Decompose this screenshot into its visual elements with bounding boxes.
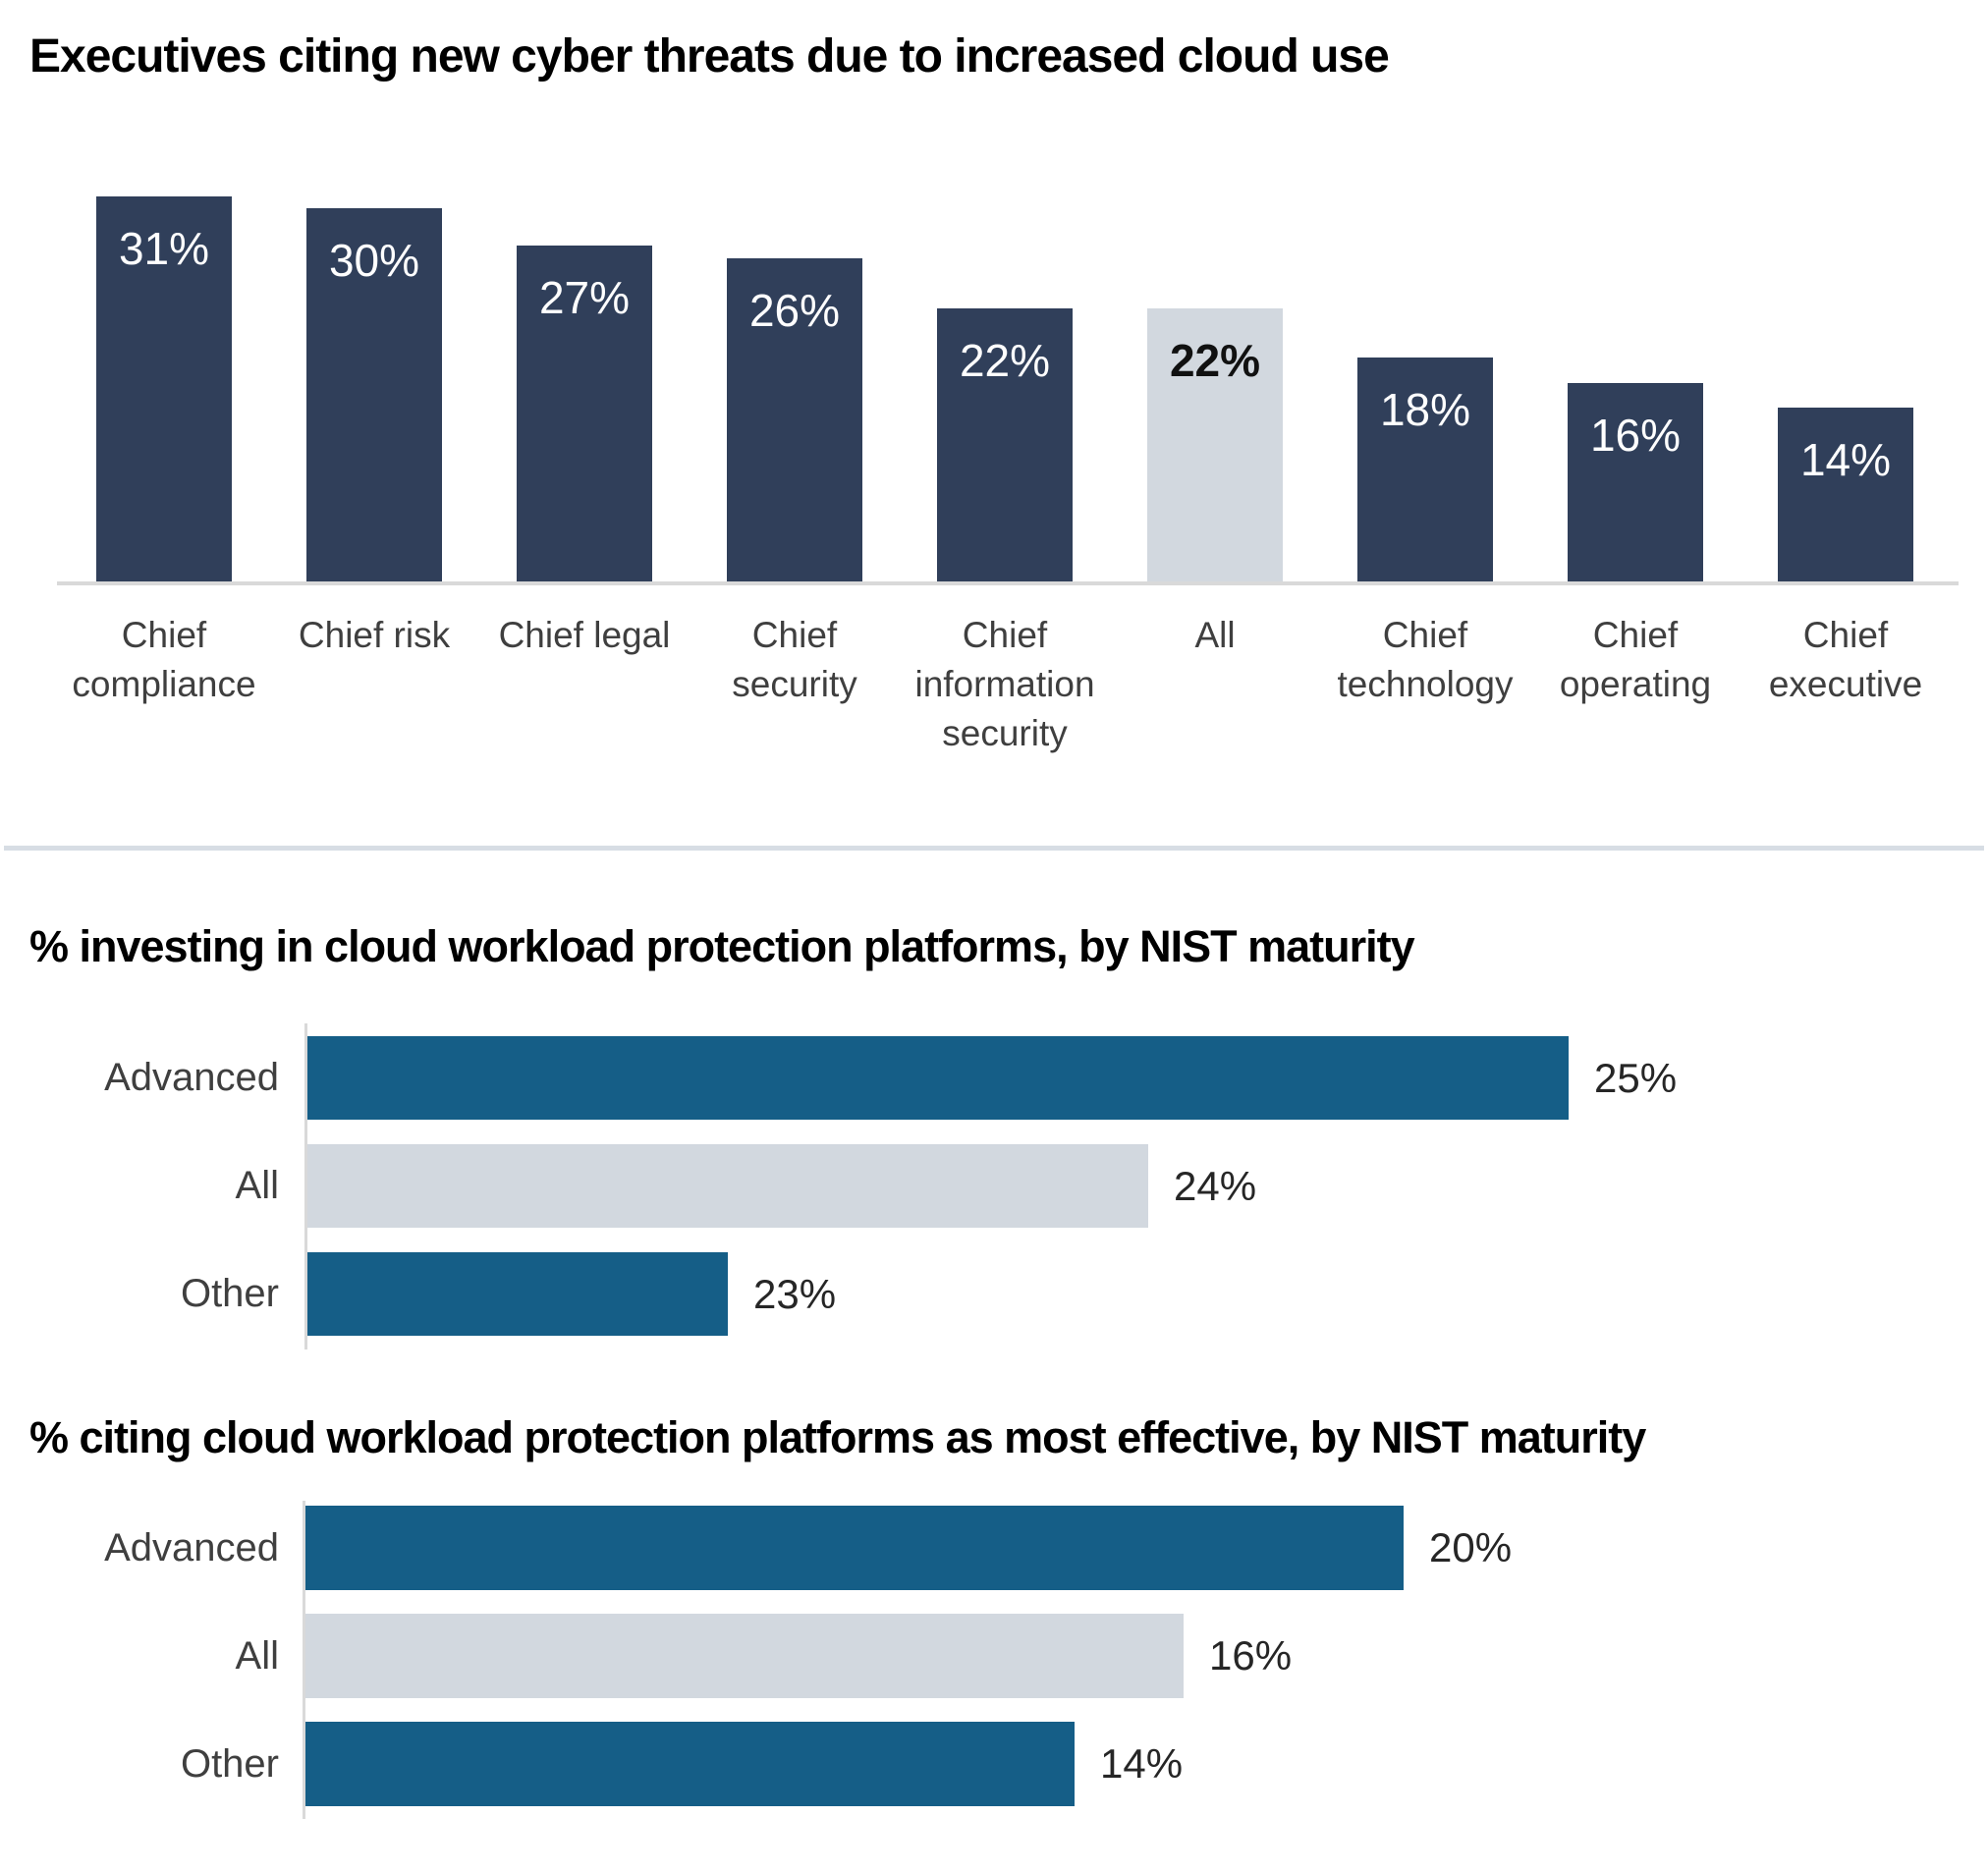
bar-all: 22% bbox=[1147, 308, 1283, 581]
bar-chief-information-security: 22% bbox=[937, 308, 1073, 581]
bar-advanced bbox=[307, 1036, 1569, 1120]
bar-chief-technology: 18% bbox=[1357, 358, 1493, 581]
bar-value-label: 18% bbox=[1379, 384, 1471, 435]
bar-other bbox=[305, 1722, 1075, 1806]
category-label-chief-operating: Chief operating bbox=[1559, 615, 1712, 704]
category-label-all: All bbox=[235, 1164, 279, 1207]
bar-value-label: 20% bbox=[1429, 1524, 1513, 1570]
bar-value-label: 14% bbox=[1100, 1740, 1184, 1787]
bar-value-label: 16% bbox=[1589, 410, 1682, 461]
bar-other bbox=[307, 1252, 728, 1336]
bar-all bbox=[305, 1614, 1184, 1698]
category-label-chief-compliance: Chief compliance bbox=[72, 615, 256, 704]
bar-value-label: 27% bbox=[538, 272, 631, 323]
bar-chief-operating: 16% bbox=[1568, 383, 1703, 581]
investing-chart: 25% Advanced 24% All 23% Other bbox=[0, 1019, 1988, 1358]
investing-chart-title: % investing in cloud workload protection… bbox=[29, 921, 1415, 971]
column-chart-title: Executives citing new cyber threats due … bbox=[29, 30, 1390, 83]
category-label-advanced: Advanced bbox=[104, 1525, 279, 1569]
bar-chief-legal: 27% bbox=[517, 246, 652, 581]
category-label-chief-executive: Chief executive bbox=[1768, 615, 1923, 704]
bar-chief-executive: 14% bbox=[1778, 408, 1913, 581]
bar-value-label: 14% bbox=[1799, 434, 1892, 485]
category-label-other: Other bbox=[180, 1741, 279, 1786]
bar-value-label: 23% bbox=[753, 1270, 837, 1317]
column-chart: 31% Chief compliance 30% Chief risk 27% Chief… bbox=[0, 0, 1988, 815]
bar-value-label: 30% bbox=[328, 235, 420, 286]
category-label-all: All bbox=[235, 1633, 279, 1678]
category-label-chief-technology: Chief technology bbox=[1337, 615, 1514, 704]
bar-value-label: 22% bbox=[959, 335, 1051, 386]
bar-advanced bbox=[305, 1506, 1404, 1590]
section-divider bbox=[4, 846, 1984, 851]
bar-value-label: 31% bbox=[118, 223, 210, 274]
bar-chief-risk: 30% bbox=[306, 208, 442, 581]
category-label-other: Other bbox=[180, 1272, 279, 1315]
bar-chief-security: 26% bbox=[727, 258, 862, 581]
bar-value-label: 24% bbox=[1174, 1162, 1257, 1209]
category-label-chief-information-security: Chief information security bbox=[914, 615, 1095, 753]
bar-all bbox=[307, 1144, 1148, 1228]
effective-chart-title: % citing cloud workload protection platf… bbox=[29, 1412, 1646, 1462]
category-label-chief-risk: Chief risk bbox=[298, 615, 451, 655]
bar-value-label: 22% bbox=[1169, 335, 1261, 386]
category-label-all: All bbox=[1194, 615, 1236, 655]
category-label-advanced: Advanced bbox=[104, 1056, 279, 1099]
category-label-chief-legal: Chief legal bbox=[498, 615, 671, 655]
effective-chart: 20% Advanced 16% All 14% Other bbox=[0, 1501, 1988, 1825]
bar-value-label: 25% bbox=[1594, 1054, 1678, 1101]
category-label-chief-security: Chief security bbox=[732, 615, 857, 704]
y-axis-line bbox=[304, 1023, 307, 1349]
bar-value-label: 26% bbox=[748, 285, 841, 336]
x-axis-line bbox=[57, 581, 1959, 585]
y-axis-line bbox=[303, 1501, 305, 1819]
bar-chief-compliance: 31% bbox=[96, 196, 232, 581]
bar-value-label: 16% bbox=[1209, 1632, 1293, 1679]
